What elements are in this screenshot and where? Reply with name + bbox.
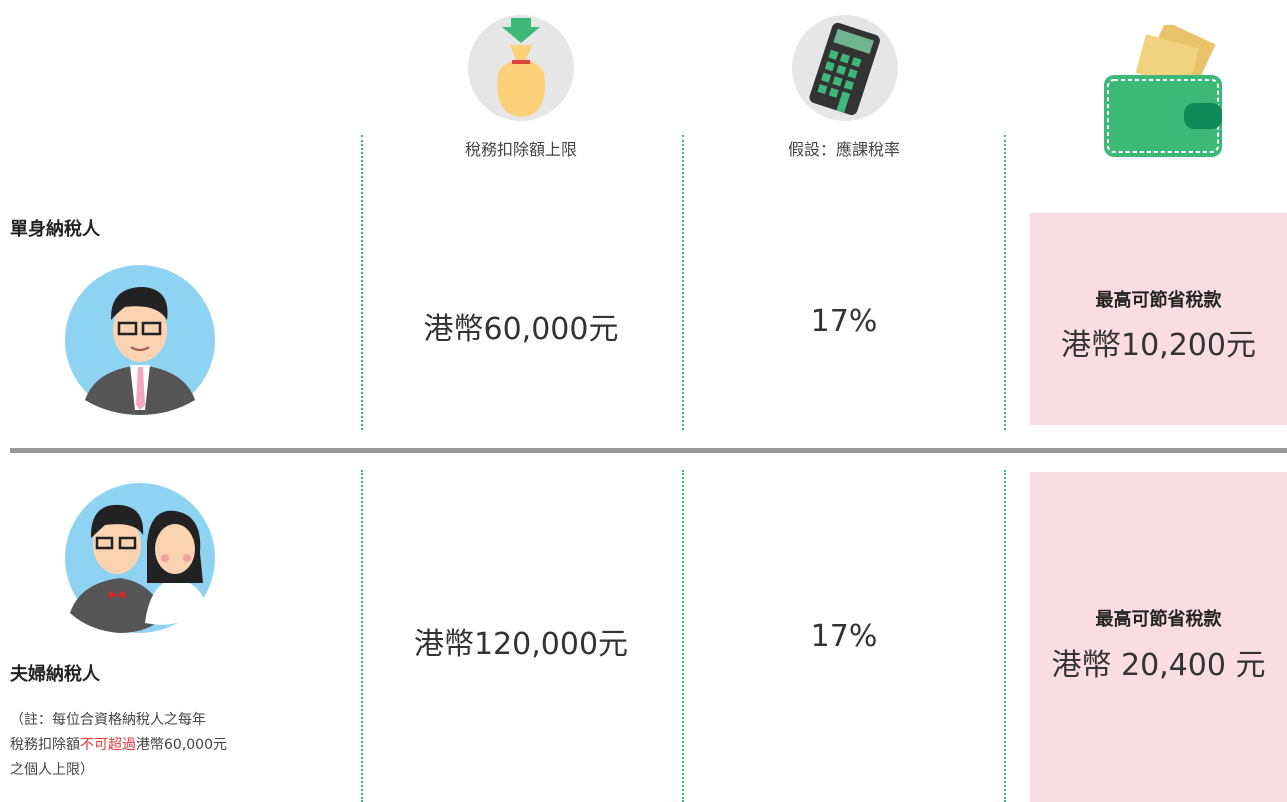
note-line: 之個人上限）: [10, 762, 94, 778]
column-header: 稅務扣除額上限: [464, 140, 577, 159]
row-separator: [10, 448, 1287, 453]
column-divider: [682, 470, 684, 802]
note-text: 稅務扣除額: [10, 737, 80, 753]
row-label: 單身納稅人: [10, 219, 100, 240]
calculator-icon: [792, 15, 898, 121]
column-divider: [361, 135, 363, 430]
note-line: 稅務扣除額不可超過港幣60,000元: [10, 733, 227, 758]
column-divider: [682, 135, 684, 430]
column-header: 假設：應課稅率: [787, 140, 900, 159]
savings-value: 港幣 20,400 元: [1051, 648, 1266, 683]
tax-rate: 17%: [810, 619, 878, 654]
column-divider: [1004, 470, 1006, 802]
note-text: 港幣60,000元: [136, 737, 227, 753]
savings-label: 最高可節省稅款: [1095, 290, 1222, 311]
money-bag-icon: [468, 15, 574, 121]
single-avatar: [65, 265, 215, 415]
row-label: 夫婦納稅人: [10, 664, 100, 685]
savings-value: 港幣10,200元: [1061, 328, 1256, 363]
column-divider: [1004, 135, 1006, 430]
note: （註：每位合資格納稅人之每年 稅務扣除額不可超過港幣60,000元 之個人上限）: [10, 708, 227, 783]
deduction-value: 港幣120,000元: [413, 627, 629, 662]
savings-box: [1030, 213, 1287, 425]
wallet-icon: [1104, 25, 1222, 157]
tax-rate: 17%: [810, 304, 878, 339]
couple-avatar: [65, 483, 215, 633]
savings-box: [1030, 472, 1287, 802]
note-line: （註：每位合資格納稅人之每年: [10, 712, 206, 728]
note-highlight: 不可超過: [80, 737, 136, 753]
column-divider: [361, 470, 363, 802]
savings-label: 最高可節省稅款: [1095, 609, 1222, 630]
deduction-value: 港幣60,000元: [423, 312, 619, 347]
